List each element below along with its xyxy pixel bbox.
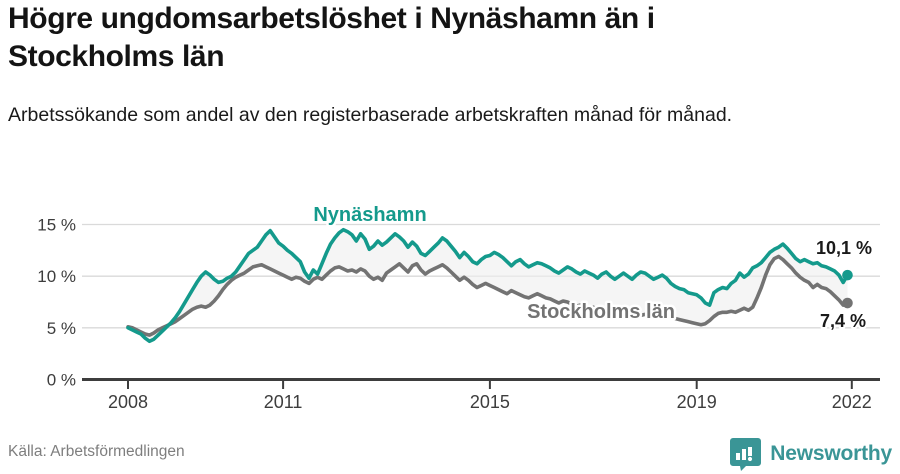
y-axis-tick-label: 5 % [47,319,76,338]
line-chart: 0 % 5 % 10 % 15 % 2008 2011 2015 2019 2022 Nynäsh… [37,202,880,412]
x-axis-tick-label: 2011 [264,392,303,412]
chart-subtitle: Arbetssökande som andel av den registerb… [8,104,733,126]
gap-area [128,229,848,342]
y-axis-tick-label: 10 % [37,267,76,286]
series-label: Nynäshamn [313,204,426,226]
end-dot [842,297,853,309]
end-value-label: 7,4 % [820,311,866,331]
newsworthy-logo[interactable]: Newsworthy [729,437,892,471]
source-note: Källa: Arbetsförmedlingen [8,443,185,460]
x-axis-tick-label: 2008 [108,392,148,412]
y-axis-tick-label: 0 % [47,371,76,390]
end-dot [842,269,853,281]
y-axis-tick-label: 15 % [37,216,76,235]
page-title: Högre ungdomsarbetslöshet i Nynäshamn än… [8,2,655,74]
x-axis-tick-label: 2019 [677,392,717,412]
x-axis-tick-label: 2015 [470,392,510,412]
bar-chart-speech-bubble-icon [730,438,762,471]
end-value-label: 10,1 % [816,238,872,258]
brand-wordmark: Newsworthy [770,442,892,465]
x-axis-tick-label: 2022 [832,392,872,412]
series-label: Stockholms län [527,301,675,323]
stockholm-line [126,254,850,337]
nynashamn-line [126,227,850,344]
